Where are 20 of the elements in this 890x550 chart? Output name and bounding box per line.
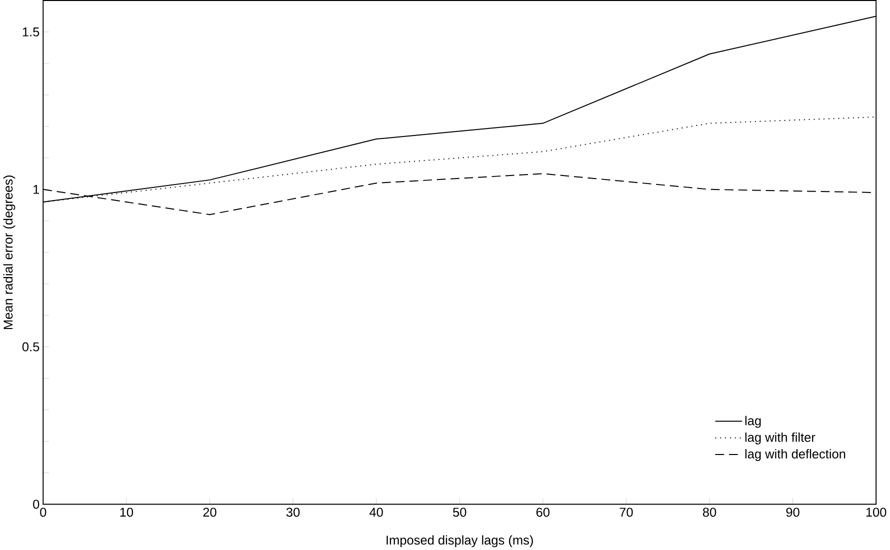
x-tick-label: 20 xyxy=(203,508,216,517)
y-tick-label: 0.5 xyxy=(22,342,40,352)
x-tick-label: 80 xyxy=(702,508,716,517)
x-tick-label: 90 xyxy=(786,508,800,517)
y-tick-label: 1 xyxy=(34,184,40,194)
x-tick-label: 100 xyxy=(866,508,886,517)
x-tick-label: 30 xyxy=(286,508,300,517)
x-tick-label: 40 xyxy=(370,508,383,517)
x-axis-title: Imposed display lags (ms) xyxy=(386,535,533,547)
y-tick-label: 1.5 xyxy=(22,27,40,36)
x-tick-label: 10 xyxy=(120,508,134,517)
y-tick-label: 0 xyxy=(33,500,40,509)
legend-label: lag with deflection xyxy=(745,448,846,461)
legend-label: lag with filter xyxy=(745,432,816,444)
x-tick-label: 70 xyxy=(620,508,633,517)
legend-label: lag xyxy=(745,416,761,428)
x-tick-label: 0 xyxy=(40,508,46,517)
y-axis-title: Mean radial error (degrees) xyxy=(3,175,16,329)
x-tick-label: 50 xyxy=(453,508,466,517)
x-tick-label: 60 xyxy=(536,508,550,517)
